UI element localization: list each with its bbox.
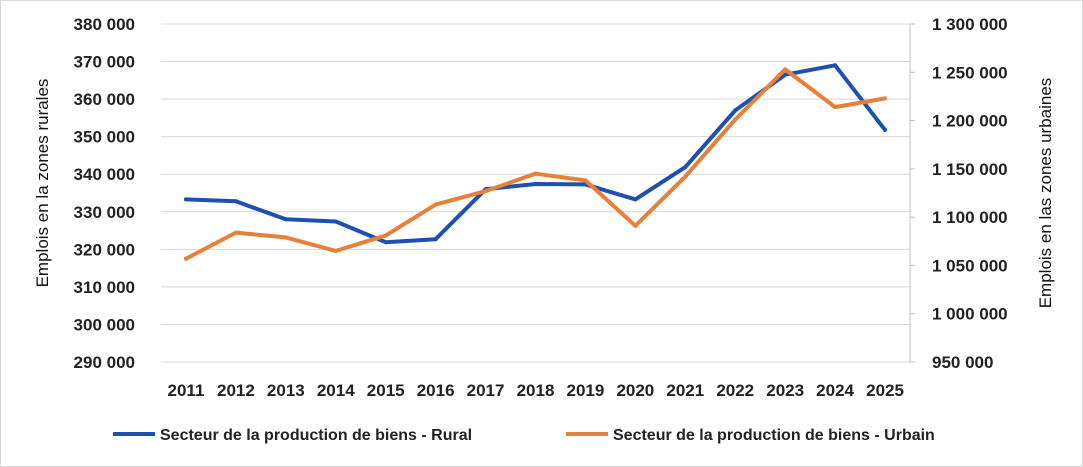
x-tick-label: 2023 [766,381,804,400]
x-tick-label: 2015 [367,381,405,400]
left-tick-label: 370 000 [74,53,135,72]
data-point [833,63,838,68]
x-tick-label: 2021 [666,381,704,400]
x-tick-label: 2018 [517,381,555,400]
left-tick-label: 350 000 [74,128,135,147]
right-tick-label: 1 050 000 [932,256,1008,275]
data-point [583,178,588,183]
data-point [333,248,338,253]
data-point [833,105,838,110]
x-tick-label: 2011 [168,381,205,400]
data-point [383,240,388,245]
x-tick-label: 2013 [267,381,305,400]
series-line-rural [184,63,887,245]
left-tick-label: 310 000 [74,278,135,297]
left-tick-label: 380 000 [74,15,135,34]
x-tick-label: 2019 [567,381,605,400]
data-point [633,197,638,202]
x-tick-label: 2024 [816,381,854,400]
left-tick-label: 290 000 [74,353,135,372]
x-axis-ticks: 2011 2012 2013 2014 2015 2016 2017 2018 2019 2020… [168,381,904,400]
data-point [783,67,788,72]
right-axis-label: Emplois en las zones urbaines [1036,78,1055,309]
right-tick-label: 1 250 000 [932,63,1008,82]
x-tick-label: 2020 [616,381,654,400]
data-point [283,235,288,240]
data-point [783,72,788,77]
data-point [183,197,188,202]
left-tick-label: 360 000 [74,90,135,109]
right-axis-ticks: 950 000 1 000 000 1 050 000 1 100 000 1 150 … [910,15,1008,372]
right-tick-label: 1 000 000 [932,305,1008,324]
data-point [433,237,438,242]
series-lines [183,63,888,261]
right-tick-label: 950 000 [932,353,993,372]
data-point [433,202,438,207]
x-tick-label: 2022 [716,381,754,400]
x-tick-label: 2017 [467,381,505,400]
data-point [283,217,288,222]
left-axis-ticks: 290 000 300 000 310 000 320 000 330 000 340 0… [74,15,135,372]
legend: Secteur de la production de biens - Rura… [113,427,935,444]
left-axis-label: Emplois en la zones rurales [33,79,52,288]
right-tick-label: 1 150 000 [932,160,1008,179]
legend-label-urbain: Secteur de la production de biens - Urba… [613,427,935,444]
data-point [883,127,888,132]
data-point [533,181,538,186]
x-tick-label: 2014 [317,381,355,400]
left-tick-label: 340 000 [74,165,135,184]
right-tick-label: 1 100 000 [932,208,1008,227]
data-point [633,223,638,228]
data-point [183,256,188,261]
data-point [483,189,488,194]
left-tick-label: 300 000 [74,315,135,334]
right-tick-label: 1 200 000 [932,112,1008,131]
data-point [883,96,888,101]
data-point [383,233,388,238]
x-tick-label: 2012 [217,381,255,400]
data-point [733,117,738,122]
data-point [533,171,538,176]
gridlines [161,23,910,363]
data-point [683,165,688,170]
x-tick-label: 2025 [866,381,904,400]
data-point [233,199,238,204]
left-tick-label: 320 000 [74,240,135,259]
legend-label-rural: Secteur de la production de biens - Rura… [160,427,472,444]
data-point [233,230,238,235]
x-tick-label: 2016 [417,381,455,400]
right-tick-label: 1 300 000 [932,15,1008,34]
data-point [683,174,688,179]
left-tick-label: 330 000 [74,203,135,222]
data-point [733,108,738,113]
data-point [333,219,338,224]
series-line-urbain [184,67,887,261]
